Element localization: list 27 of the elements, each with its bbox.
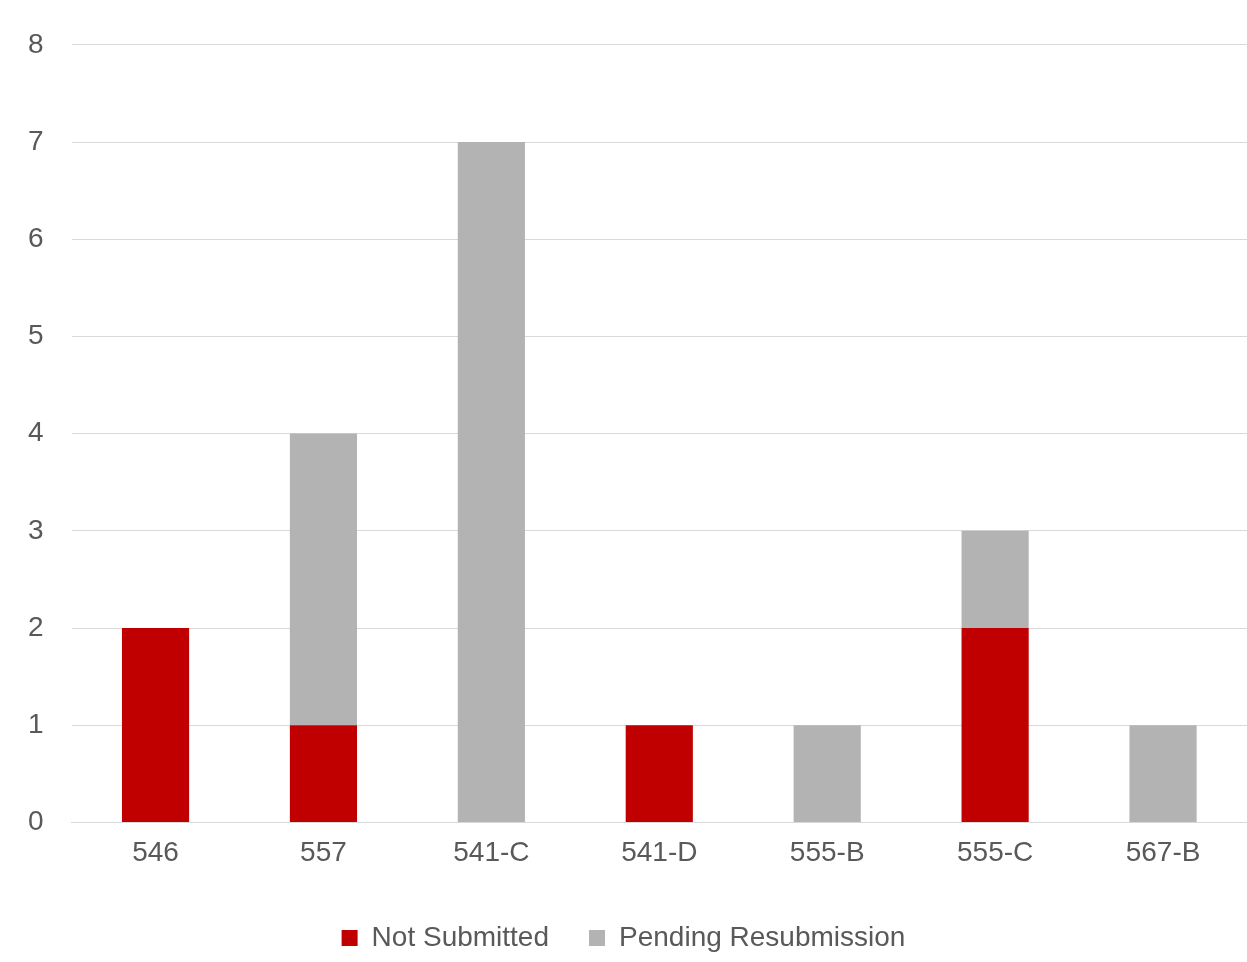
bar xyxy=(793,725,861,822)
bar xyxy=(961,628,1029,822)
legend-label: Not Submitted xyxy=(371,920,550,952)
y-tick-label: 4 xyxy=(27,416,44,448)
y-tick-label: 3 xyxy=(27,513,44,545)
y-tick-label: 0 xyxy=(27,805,44,837)
bar xyxy=(961,530,1029,628)
bar xyxy=(625,725,693,822)
bar xyxy=(289,433,358,726)
x-tick-label: 555-C xyxy=(956,835,1034,867)
bar xyxy=(121,628,190,822)
y-tick-label: 6 xyxy=(27,221,44,253)
x-tick-label: 541-C xyxy=(453,835,530,867)
y-tick-label: 1 xyxy=(27,707,44,739)
x-tick-label: 541-D xyxy=(621,835,698,867)
x-tick-label: 546 xyxy=(132,835,179,867)
legend-label: Pending Resubmission xyxy=(619,920,906,952)
bar xyxy=(457,142,525,822)
x-tick-label: 557 xyxy=(300,835,347,867)
x-tick-label: 567-B xyxy=(1125,835,1201,867)
y-tick-label: 5 xyxy=(27,319,44,351)
y-tick-label: 2 xyxy=(27,610,44,642)
y-tick-label: 8 xyxy=(27,27,44,59)
bar xyxy=(1129,725,1197,822)
x-tick-label: 555-B xyxy=(789,835,865,867)
bar xyxy=(289,725,358,822)
y-tick-label: 7 xyxy=(27,124,44,156)
